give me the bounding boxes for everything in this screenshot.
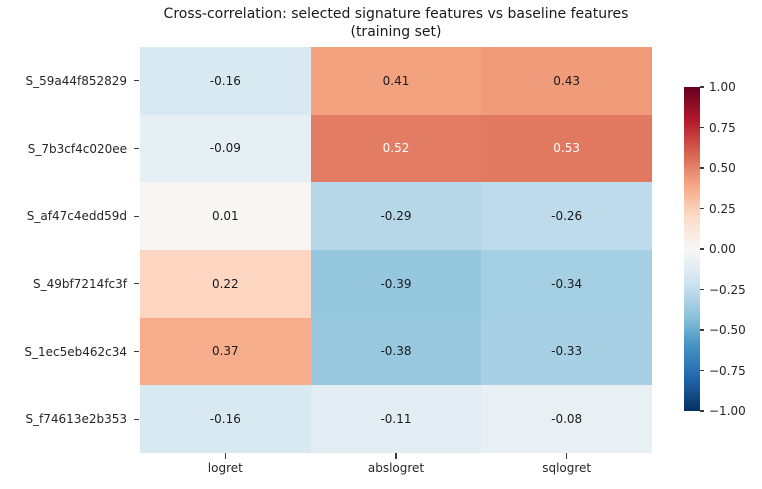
- y-tick-label: S_af47c4edd59d: [26, 209, 127, 224]
- colorbar-gradient: [684, 87, 700, 411]
- colorbar-tick-mark: [700, 167, 704, 169]
- colorbar-tick-mark: [700, 207, 704, 210]
- heatmap-cell: -0.39: [310, 249, 482, 318]
- x-tick-mark: [481, 453, 652, 459]
- colorbar-tick-mark: [700, 126, 704, 129]
- y-axis-labels: S_59a44f852829 S_7b3cf4c020ee S_af47c4edd5…: [0, 47, 130, 453]
- heatmap-cell: -0.08: [481, 385, 652, 453]
- y-tick-label: S_7b3cf4c020ee: [27, 141, 127, 156]
- y-tick-label: S_1ec5eb462c34: [24, 344, 127, 359]
- heatmap-cell: 0.01: [140, 182, 311, 250]
- chart-title: Cross-correlation: selected signature fe…: [140, 6, 652, 41]
- x-tick-mark: [311, 453, 482, 459]
- heatmap-cell: 0.43: [481, 47, 652, 115]
- heatmap-cell: -0.29: [310, 182, 482, 250]
- heatmap-cell: 0.53: [481, 114, 652, 183]
- heatmap-cell: 0.22: [140, 249, 311, 318]
- x-axis-ticks: [140, 453, 652, 459]
- heatmap-cell: -0.16: [140, 47, 311, 115]
- x-tick-label: logret: [207, 461, 243, 475]
- colorbar-tick-mark: [700, 329, 704, 331]
- colorbar-tick-mark: [700, 86, 704, 88]
- heatmap-cell: 0.37: [140, 317, 311, 386]
- colorbar-tick-mark: [700, 248, 704, 250]
- x-tick-label: abslogret: [367, 461, 425, 475]
- heatmap-grid: -0.16 0.41 0.43 -0.09 0.52 0.53 0.01 -0.29 -0.26…: [140, 47, 652, 453]
- colorbar-tick-label: −0.50: [709, 323, 746, 337]
- colorbar-tick-mark: [700, 369, 704, 372]
- y-tick-label: S_59a44f852829: [25, 73, 127, 88]
- heatmap-cell: -0.26: [481, 182, 652, 250]
- colorbar-tick-mark: [700, 410, 704, 412]
- heatmap-cell: -0.34: [481, 249, 652, 318]
- colorbar-tick-label: −0.25: [709, 282, 746, 297]
- colorbar-tick-label: −0.75: [709, 363, 746, 378]
- colorbar-tick-label: 1.00: [709, 80, 736, 94]
- y-tick-mark: [134, 250, 139, 318]
- heatmap-cell: -0.09: [140, 114, 311, 183]
- heatmap-cell: -0.16: [140, 385, 311, 453]
- y-tick-label: S_49bf7214fc3f: [33, 276, 127, 291]
- heatmap-cell: 0.41: [310, 47, 482, 115]
- heatmap-cell: -0.11: [310, 385, 482, 453]
- x-tick-mark: [140, 453, 311, 459]
- y-tick-mark: [134, 182, 139, 250]
- y-tick-label: S_f74613e2b353: [25, 412, 127, 427]
- heatmap-cell: 0.52: [310, 114, 482, 183]
- heatmap-cell: -0.33: [481, 317, 652, 386]
- colorbar-tick-label: 0.50: [709, 161, 736, 175]
- y-tick-mark: [134, 47, 139, 115]
- y-tick-mark: [134, 385, 139, 453]
- colorbar-tick-label: 0.75: [709, 120, 736, 135]
- heatmap-cell: -0.38: [310, 317, 482, 386]
- chart-title-line1: Cross-correlation: selected signature fe…: [163, 6, 629, 22]
- colorbar-tick-label: 0.25: [709, 201, 736, 216]
- x-tick-label: sqlogret: [542, 461, 592, 475]
- colorbar-ticks: 1.00 0.75 0.50 0.25 0.00 −0.25 −0.50 −0.75 −1.00: [700, 80, 762, 418]
- chart-title-line2: (training set): [350, 23, 442, 40]
- y-tick-mark: [134, 115, 139, 183]
- y-axis-ticks: [134, 47, 139, 453]
- colorbar-tick-label: −1.00: [709, 404, 746, 418]
- y-tick-mark: [134, 318, 139, 386]
- colorbar-tick-label: 0.00: [709, 242, 736, 256]
- colorbar-tick-mark: [700, 288, 704, 291]
- x-axis-labels: logret abslogret sqlogret: [140, 461, 652, 475]
